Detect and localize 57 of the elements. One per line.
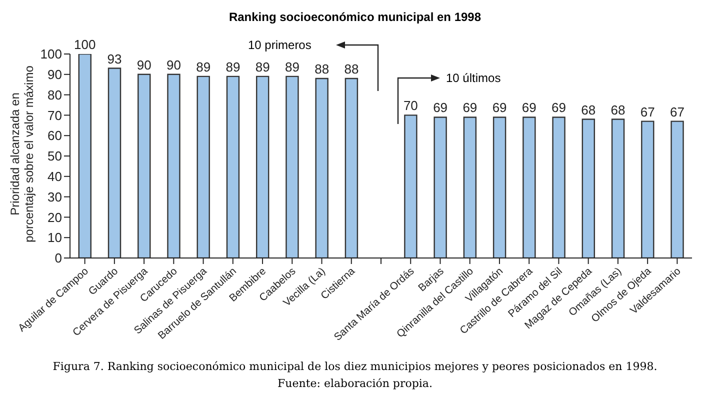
bar (522, 116, 536, 258)
bar (552, 116, 566, 258)
chart-title: Ranking socioeconómico municipal en 1998 (228, 10, 482, 24)
data-label: 68 (581, 102, 596, 118)
bar (226, 76, 240, 258)
y-tick-label: 40 (48, 169, 62, 184)
bar (315, 78, 328, 258)
bar (641, 120, 654, 258)
bar (582, 118, 596, 258)
bar (78, 54, 92, 258)
bar (492, 116, 506, 258)
text: 10 primeros (248, 38, 312, 52)
data-label: 69 (552, 100, 566, 116)
bar (670, 120, 684, 258)
y-axis-title: Prioridad alcanzada en porcentaje sobre el valor máximo (8, 65, 36, 242)
bar (611, 118, 625, 258)
y-tick-label: 90 (48, 67, 62, 82)
bar (286, 76, 299, 258)
bar (404, 114, 418, 258)
bar (463, 116, 477, 258)
y-tick-label: 60 (48, 128, 62, 144)
data-label: 89 (226, 59, 240, 74)
annotation: 10 últimos (446, 71, 501, 85)
bar (256, 76, 270, 258)
bar (344, 78, 358, 258)
bar (108, 68, 122, 258)
data-label: 69 (462, 100, 478, 116)
bar (434, 116, 447, 258)
bar (138, 74, 151, 258)
data-label: 88 (314, 61, 330, 76)
data-label: 89 (255, 59, 270, 74)
y-tick-label: 70 (48, 108, 62, 123)
data-label: 68 (610, 102, 626, 118)
bar (196, 76, 210, 258)
text: Figura 7. Ranking socioeconómico municipal de los diez municipios mejores y peores posicionados en 1998. (52, 359, 658, 375)
data-label: 90 (136, 57, 152, 72)
y-tick-label: 10 (48, 230, 62, 246)
data-label: 69 (433, 100, 448, 116)
data-label: 69 (492, 100, 507, 116)
bar (167, 74, 180, 258)
data-label: 93 (107, 51, 122, 66)
y-tick-label: 50 (48, 148, 62, 164)
data-label: 100 (74, 37, 96, 52)
y-tick-label: 20 (48, 210, 62, 225)
data-label: 67 (670, 104, 684, 120)
data-label: 89 (196, 59, 211, 74)
data-label: 69 (522, 100, 536, 116)
data-label: 90 (166, 57, 181, 72)
source-note: Fuente: elaboración propia. (276, 376, 434, 392)
y-tick-label: 100 (40, 46, 62, 62)
data-label: 67 (640, 104, 655, 120)
y-tick-label: 80 (48, 87, 62, 102)
data-label: 88 (344, 61, 359, 76)
data-label: 89 (284, 59, 300, 74)
y-tick-label: 30 (48, 189, 62, 204)
data-label: 70 (403, 98, 418, 114)
y-tick-label: 0 (54, 250, 62, 266)
